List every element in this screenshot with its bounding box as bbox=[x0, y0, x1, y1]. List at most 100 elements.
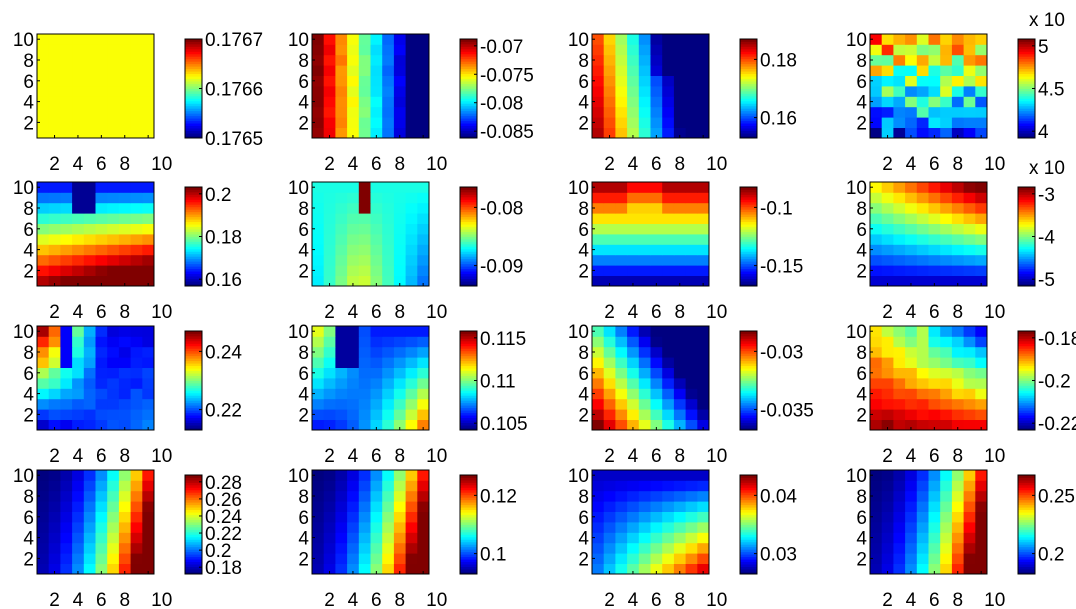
colorbar-segment bbox=[1018, 258, 1035, 262]
y-tick-label: 2 bbox=[23, 113, 34, 134]
heatmap-cell bbox=[650, 34, 663, 45]
heatmap-cell bbox=[118, 86, 131, 97]
colorbar-segment bbox=[740, 477, 757, 481]
x-tick-label: 10 bbox=[426, 446, 447, 467]
y-tick-label: 6 bbox=[23, 220, 34, 241]
colorbar-segment bbox=[460, 522, 477, 525]
heatmap-cell bbox=[673, 275, 686, 287]
heatmap-cell bbox=[662, 511, 675, 523]
colorbar-segment bbox=[1018, 519, 1035, 523]
heatmap-cell bbox=[673, 117, 686, 128]
heatmap-cell bbox=[83, 202, 96, 214]
heatmap-cell bbox=[697, 409, 710, 420]
heatmap-cell bbox=[905, 388, 918, 400]
heatmap-cell bbox=[48, 275, 61, 287]
y-tick-label: 8 bbox=[578, 487, 589, 508]
heatmap-cell bbox=[592, 254, 605, 266]
heatmap-cell bbox=[615, 65, 628, 76]
colorbar-segment bbox=[1018, 189, 1035, 193]
heatmap-cell bbox=[405, 563, 418, 575]
colorbar-segment bbox=[1018, 81, 1035, 84]
heatmap-cell bbox=[37, 367, 50, 379]
colorbar-segment bbox=[1018, 502, 1035, 506]
heatmap-cell bbox=[916, 54, 929, 66]
colorbar-segment bbox=[185, 544, 202, 548]
heatmap-cell bbox=[940, 378, 953, 389]
heatmap-cell bbox=[905, 223, 918, 235]
y-tick-label: 10 bbox=[846, 30, 867, 51]
heatmap-cell bbox=[130, 244, 143, 256]
heatmap-cell bbox=[870, 357, 883, 368]
heatmap-cell bbox=[615, 254, 628, 266]
colorbar-tick-label: -0.2 bbox=[1038, 372, 1071, 393]
colorbar-segment bbox=[460, 420, 477, 423]
heatmap-cell bbox=[685, 192, 698, 204]
heatmap-cell bbox=[60, 470, 73, 481]
colorbar-segment bbox=[185, 415, 202, 419]
colorbar-segment bbox=[1018, 373, 1035, 376]
heatmap-cell bbox=[940, 106, 953, 118]
colorbar-segment bbox=[1018, 475, 1035, 478]
heatmap-cell bbox=[370, 326, 383, 337]
heatmap-cell bbox=[963, 275, 976, 287]
x-tick-label: 2 bbox=[324, 446, 335, 467]
heatmap-cell bbox=[592, 532, 605, 544]
colorbar-tick-label: -0.07 bbox=[480, 37, 523, 58]
heatmap-cell bbox=[312, 106, 325, 118]
colorbar-segment bbox=[460, 120, 477, 124]
heatmap-cell bbox=[870, 326, 883, 337]
colorbar-segment bbox=[185, 90, 202, 94]
heatmap-cell bbox=[881, 234, 894, 245]
colorbar-segment bbox=[740, 546, 757, 550]
heatmap-cell bbox=[963, 254, 976, 266]
heatmap-cell bbox=[627, 34, 640, 45]
heatmap-cell bbox=[650, 346, 663, 358]
heatmap-cell bbox=[615, 202, 628, 214]
y-tick-label: 2 bbox=[298, 549, 309, 570]
colorbar-segment bbox=[460, 283, 477, 287]
heatmap-cell bbox=[72, 532, 85, 544]
colorbar-segment bbox=[185, 43, 202, 47]
heatmap-cell bbox=[940, 34, 953, 45]
heatmap-cell bbox=[393, 96, 406, 108]
heatmap-cell bbox=[975, 326, 988, 337]
colorbar-segment bbox=[185, 512, 202, 516]
heatmap-cell bbox=[72, 563, 85, 575]
colorbar-segment bbox=[185, 556, 202, 560]
heatmap-cell bbox=[638, 202, 651, 214]
heatmap-cell bbox=[905, 117, 918, 128]
x-tick-label: 4 bbox=[906, 590, 917, 609]
colorbar-tick-label: -0.075 bbox=[480, 65, 534, 86]
heatmap-cell bbox=[963, 223, 976, 235]
heatmap-cell bbox=[72, 357, 85, 368]
colorbar-tick-label: 0.18 bbox=[205, 228, 242, 249]
colorbar-segment bbox=[740, 387, 757, 391]
heatmap-cell bbox=[382, 86, 395, 97]
y-tick-label: 6 bbox=[298, 364, 309, 385]
heatmap-cell bbox=[592, 182, 605, 193]
heatmap-cell bbox=[673, 501, 686, 512]
heatmap-cell bbox=[615, 234, 628, 245]
heatmap-cell bbox=[638, 265, 651, 276]
heatmap-cell bbox=[870, 398, 883, 410]
heatmap-cell bbox=[72, 501, 85, 512]
heatmap-cell bbox=[393, 480, 406, 492]
heatmap-cell bbox=[142, 398, 155, 410]
heatmap-cell bbox=[48, 532, 61, 544]
heatmap-cell bbox=[358, 54, 371, 66]
heatmap-cell bbox=[83, 75, 96, 87]
heatmap-cell bbox=[60, 480, 73, 492]
heatmap-cell bbox=[697, 86, 710, 97]
heatmap-cell bbox=[347, 265, 360, 276]
heatmap-cell bbox=[975, 480, 988, 492]
heatmap-cell bbox=[312, 213, 325, 224]
heatmap-cell bbox=[347, 275, 360, 287]
colorbar-segment bbox=[740, 519, 757, 523]
colorbar-segment bbox=[185, 48, 202, 52]
heatmap-cell bbox=[107, 44, 120, 56]
heatmap-cell bbox=[118, 367, 131, 379]
colorbar-segment bbox=[185, 191, 202, 195]
colorbar-segment bbox=[1018, 345, 1035, 349]
heatmap-cell bbox=[370, 223, 383, 235]
heatmap-cell bbox=[405, 398, 418, 410]
